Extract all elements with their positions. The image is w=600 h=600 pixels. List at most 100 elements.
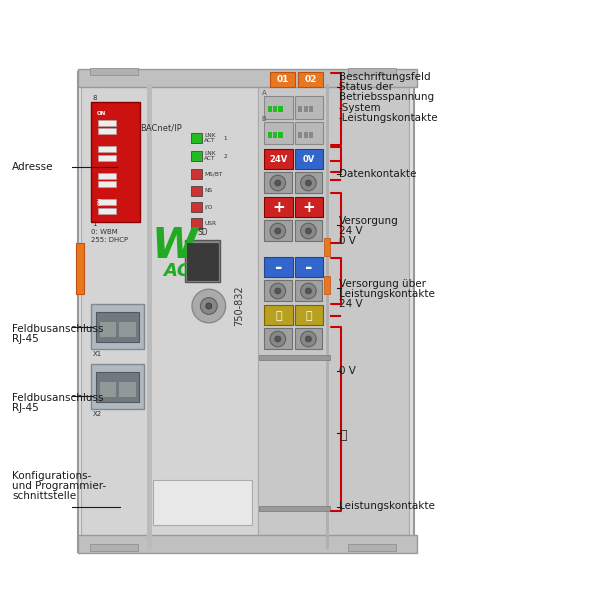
Text: ⏚: ⏚ xyxy=(339,429,346,442)
Bar xyxy=(295,280,322,301)
Circle shape xyxy=(206,303,212,309)
Bar xyxy=(264,280,292,301)
Bar xyxy=(98,199,116,205)
Bar xyxy=(96,372,139,402)
Bar xyxy=(295,220,322,241)
Bar xyxy=(98,173,116,179)
Bar xyxy=(264,220,292,241)
Text: 0 V: 0 V xyxy=(339,236,356,247)
Circle shape xyxy=(301,283,316,299)
Text: B: B xyxy=(262,116,266,122)
Bar xyxy=(264,197,293,217)
Text: W: W xyxy=(151,225,197,267)
Bar xyxy=(91,102,140,222)
Text: Konfigurations-: Konfigurations- xyxy=(12,471,91,481)
Bar xyxy=(264,172,292,193)
Circle shape xyxy=(200,298,217,314)
Bar xyxy=(119,382,136,397)
Bar xyxy=(268,106,272,112)
Bar xyxy=(191,133,202,143)
Bar xyxy=(264,96,293,119)
Bar xyxy=(98,128,116,134)
Text: 0 V: 0 V xyxy=(339,366,356,376)
Text: X2: X2 xyxy=(92,412,101,418)
Circle shape xyxy=(275,180,281,186)
Text: ON: ON xyxy=(98,197,103,205)
Bar xyxy=(298,106,302,112)
Text: 24V: 24V xyxy=(269,154,287,163)
Circle shape xyxy=(301,175,316,191)
Bar xyxy=(270,72,295,87)
Text: -: - xyxy=(305,259,313,277)
Bar xyxy=(295,197,323,217)
Bar xyxy=(98,155,116,161)
Circle shape xyxy=(301,331,316,347)
Text: LNK
ACT: LNK ACT xyxy=(204,133,215,143)
Text: schnittstelle: schnittstelle xyxy=(12,491,76,502)
Text: 750-832: 750-832 xyxy=(234,286,244,326)
Bar xyxy=(259,355,330,360)
Bar xyxy=(259,506,330,511)
Bar xyxy=(348,68,396,75)
Bar xyxy=(191,202,202,212)
Text: -System: -System xyxy=(339,103,382,113)
Bar xyxy=(324,276,330,294)
Text: Leistungskontakte: Leistungskontakte xyxy=(339,501,435,511)
Text: Feldbusanschluss: Feldbusanschluss xyxy=(12,324,104,334)
Bar xyxy=(278,106,283,112)
Circle shape xyxy=(305,336,311,342)
Bar xyxy=(119,322,136,337)
Bar xyxy=(326,84,329,549)
Text: Feldbusanschluss: Feldbusanschluss xyxy=(12,393,104,403)
Bar xyxy=(78,72,414,552)
Text: Adresse: Adresse xyxy=(12,162,53,172)
Circle shape xyxy=(275,336,281,342)
Text: RJ-45: RJ-45 xyxy=(12,334,39,344)
Text: +: + xyxy=(272,200,285,215)
Circle shape xyxy=(270,223,286,239)
Bar xyxy=(264,257,293,277)
Circle shape xyxy=(305,288,311,294)
Text: I/O: I/O xyxy=(204,205,212,209)
Bar xyxy=(304,132,308,138)
Text: 8: 8 xyxy=(92,95,97,101)
Text: LNK
ACT: LNK ACT xyxy=(204,151,215,161)
Circle shape xyxy=(301,223,316,239)
Text: -: - xyxy=(275,259,282,277)
Text: 24 V: 24 V xyxy=(339,299,362,310)
Text: Datenkontakte: Datenkontakte xyxy=(339,169,416,179)
Text: Beschriftungsfeld: Beschriftungsfeld xyxy=(339,72,431,82)
Text: 255: DHCP: 255: DHCP xyxy=(91,238,128,244)
Text: 24 V: 24 V xyxy=(339,226,362,236)
Bar xyxy=(185,240,220,282)
Text: 02: 02 xyxy=(305,75,317,84)
Text: Leistungskontakte: Leistungskontakte xyxy=(339,289,435,299)
Bar xyxy=(187,243,218,280)
Bar xyxy=(91,364,144,409)
Bar xyxy=(191,169,202,179)
Bar xyxy=(264,328,292,349)
Bar xyxy=(153,480,252,525)
Text: X1: X1 xyxy=(92,352,101,358)
Bar xyxy=(309,132,313,138)
Bar xyxy=(278,132,283,138)
Bar xyxy=(295,257,323,277)
Bar xyxy=(191,186,202,196)
Circle shape xyxy=(270,175,286,191)
Bar xyxy=(298,132,302,138)
Bar xyxy=(273,106,277,112)
Bar xyxy=(264,305,293,325)
Text: Versorgung über: Versorgung über xyxy=(339,279,426,289)
Bar xyxy=(295,328,322,349)
Text: A: A xyxy=(262,90,266,96)
Bar xyxy=(78,535,417,553)
Text: 1: 1 xyxy=(223,136,227,140)
Bar xyxy=(348,544,396,551)
Bar xyxy=(98,146,116,152)
Text: +: + xyxy=(302,200,316,215)
Bar xyxy=(298,72,323,87)
Bar xyxy=(264,122,293,144)
Bar xyxy=(147,84,152,549)
Bar xyxy=(98,181,116,187)
Text: ON: ON xyxy=(97,111,106,116)
